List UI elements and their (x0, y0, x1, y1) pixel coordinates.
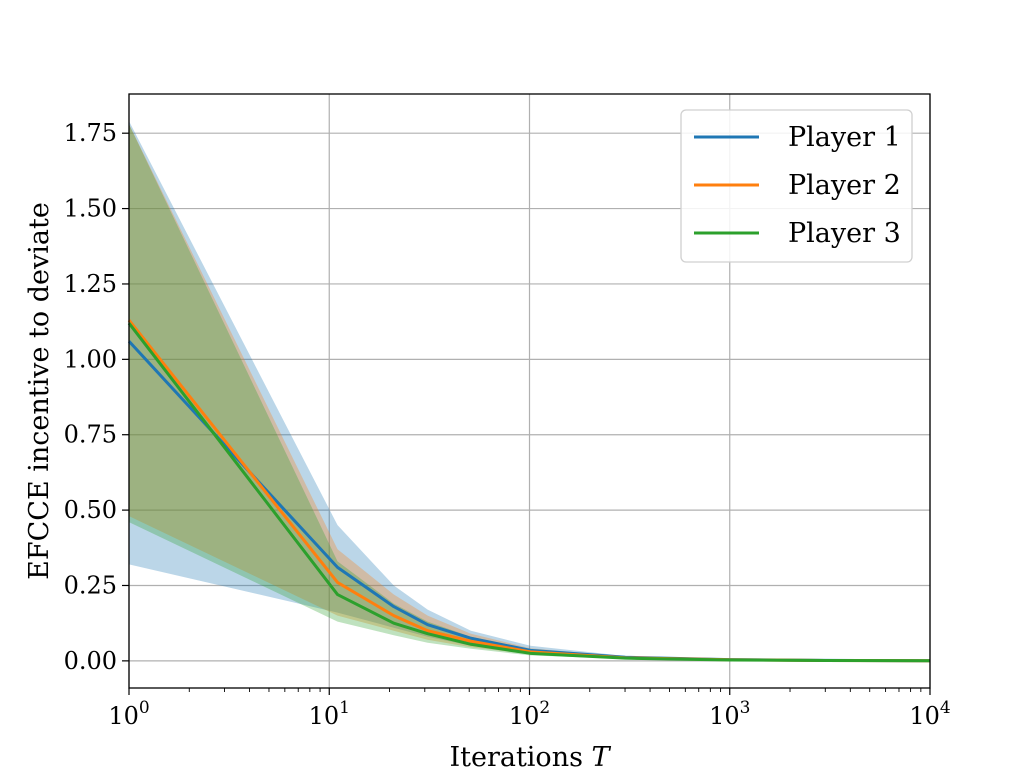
x-tick-label-exponent: 4 (940, 698, 951, 718)
y-tick-label: 0.25 (64, 571, 117, 599)
y-tick-label: 1.50 (64, 195, 117, 223)
x-tick-label-base: 10 (309, 702, 340, 730)
x-axis-label-text: Iterations (449, 742, 591, 773)
x-tick-label: 104 (909, 698, 950, 730)
confidence-band (129, 121, 930, 661)
legend-box (680, 109, 913, 263)
x-tick-label-base: 10 (509, 702, 540, 730)
series-lines (127, 319, 931, 663)
series-line (127, 322, 931, 663)
x-tick-label: 101 (309, 698, 350, 730)
x-tick-label: 103 (709, 698, 750, 730)
x-tick-label: 100 (108, 698, 149, 730)
confidence-bands (129, 121, 930, 661)
legend: Player 1 Player 2 Player 3 (680, 109, 913, 263)
y-tick-label: 0.00 (64, 647, 117, 675)
y-tick-label: 0.75 (64, 421, 117, 449)
y-tick-label: 1.25 (64, 270, 117, 298)
x-tick-label-exponent: 0 (139, 698, 150, 718)
x-tick-label-base: 10 (108, 702, 139, 730)
x-tick-label-base: 10 (709, 702, 740, 730)
y-tick-label: 1.75 (64, 119, 117, 147)
legend-label: Player 3 (788, 218, 901, 249)
x-tick-label-base: 10 (909, 702, 940, 730)
x-tick-label-exponent: 3 (740, 698, 751, 718)
x-tick-label-exponent: 2 (539, 698, 550, 718)
x-tick-label-exponent: 1 (339, 698, 350, 718)
y-tick-label: 0.50 (64, 496, 117, 524)
y-axis-label: EFCCE incentive to deviate (24, 202, 55, 580)
y-tick-label: 1.00 (64, 345, 117, 373)
x-axis-label-variable: T (592, 742, 612, 773)
legend-label: Player 2 (788, 170, 901, 201)
x-tick-label: 102 (509, 698, 550, 730)
x-axis-label: Iterations T (449, 742, 611, 773)
legend-label: Player 1 (788, 122, 901, 153)
